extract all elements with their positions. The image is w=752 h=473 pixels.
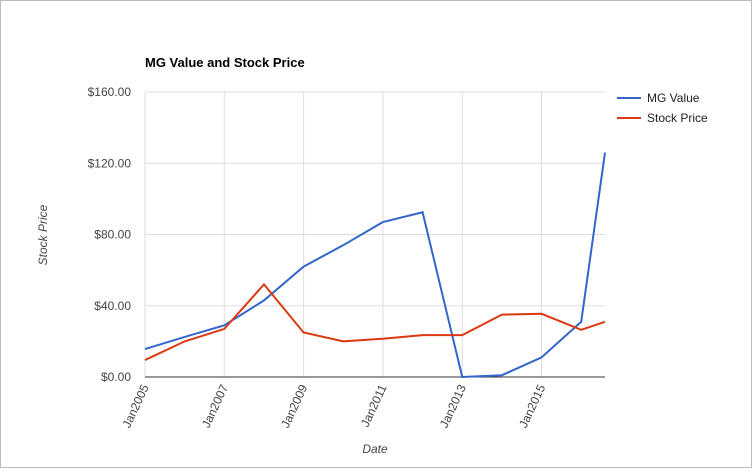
legend-label: MG Value [647,91,700,105]
series-line [144,152,606,379]
legend-label: Stock Price [647,111,708,125]
y-tick-label: $0.00 [101,370,131,384]
series-line [144,282,606,361]
y-tick-label: $80.00 [94,228,131,242]
y-tick-label: $120.00 [88,156,132,170]
y-axis-label: Stock Price [36,204,50,265]
x-axis-label: Date [362,442,388,456]
y-tick-label: $40.00 [94,299,131,313]
chart-title: MG Value and Stock Price [145,55,305,70]
y-tick-label: $160.00 [88,85,132,99]
